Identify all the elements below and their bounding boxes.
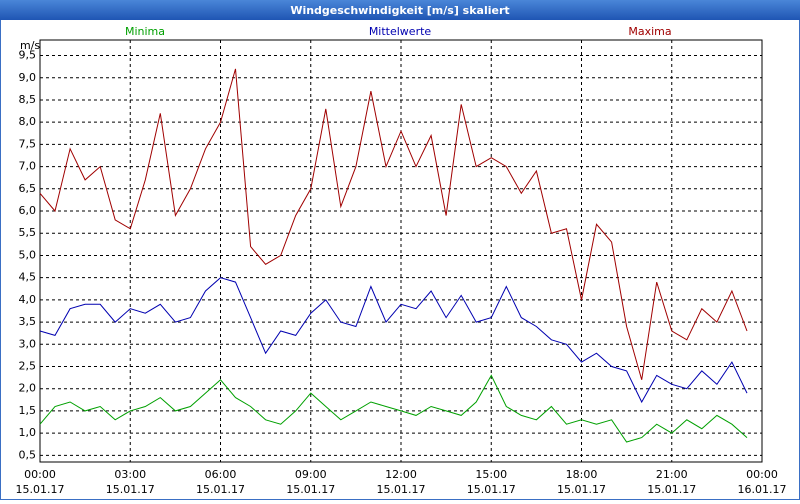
legend-label: Minima <box>125 25 165 38</box>
y-tick-label: 1,5 <box>19 404 37 417</box>
x-tick-label: 21:00 <box>656 468 688 481</box>
y-tick-label: 4,0 <box>19 293 37 306</box>
x-tick-date: 15.01.17 <box>196 483 245 496</box>
title-bar <box>0 0 800 20</box>
y-tick-label: 9,5 <box>19 49 37 62</box>
y-tick-label: 0,5 <box>19 448 37 461</box>
y-tick-label: 7,5 <box>19 137 37 150</box>
x-tick-date: 15.01.17 <box>377 483 426 496</box>
x-tick-date: 15.01.17 <box>286 483 335 496</box>
x-tick-date: 15.01.17 <box>467 483 516 496</box>
y-tick-label: 6,5 <box>19 182 37 195</box>
x-tick-label: 09:00 <box>295 468 327 481</box>
legend-label: Mittelwerte <box>369 25 432 38</box>
y-tick-label: 2,5 <box>19 359 37 372</box>
y-tick-label: 7,0 <box>19 160 37 173</box>
y-tick-label: 3,0 <box>19 337 37 350</box>
legend-label: Maxima <box>628 25 671 38</box>
y-tick-label: 3,5 <box>19 315 37 328</box>
y-tick-label: 9,0 <box>19 71 37 84</box>
x-tick-label: 00:00 <box>746 468 778 481</box>
y-tick-label: 8,0 <box>19 115 37 128</box>
x-tick-date: 16.01.17 <box>738 483 787 496</box>
x-tick-date: 15.01.17 <box>16 483 65 496</box>
y-tick-label: 2,0 <box>19 382 37 395</box>
series-line <box>39 277 748 404</box>
y-tick-label: 5,5 <box>19 226 37 239</box>
x-tick-date: 15.01.17 <box>557 483 606 496</box>
x-tick-label: 12:00 <box>385 468 417 481</box>
x-tick-label: 15:00 <box>475 468 507 481</box>
series-line <box>39 68 748 380</box>
window-title: Windgeschwindigkeit [m/s] skaliert <box>290 4 509 17</box>
y-tick-label: 5,0 <box>19 248 37 261</box>
series-line <box>39 374 748 443</box>
y-tick-label: 6,0 <box>19 204 37 217</box>
x-tick-label: 03:00 <box>114 468 146 481</box>
x-tick-label: 18:00 <box>566 468 598 481</box>
y-tick-label: 1,0 <box>19 426 37 439</box>
x-tick-label: 00:00 <box>24 468 56 481</box>
x-tick-date: 15.01.17 <box>106 483 155 496</box>
y-axis-label: m/s <box>20 39 40 52</box>
x-tick-label: 06:00 <box>205 468 237 481</box>
y-tick-label: 8,5 <box>19 93 37 106</box>
x-tick-date: 15.01.17 <box>647 483 696 496</box>
y-tick-label: 4,5 <box>19 271 37 284</box>
